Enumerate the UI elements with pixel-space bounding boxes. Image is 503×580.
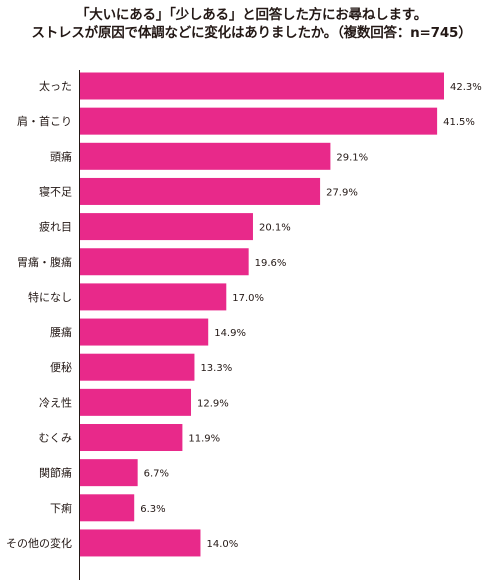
value-label-3: 29.1% — [336, 152, 368, 163]
category-label-4: 寝不足 — [39, 184, 72, 198]
category-label-10: 冷え性 — [39, 395, 72, 409]
bar-13 — [80, 494, 135, 522]
value-label-6: 19.6% — [255, 258, 287, 269]
category-label-6: 胃痛・腹痛 — [17, 255, 72, 269]
category-label-8: 腰痛 — [50, 325, 72, 339]
value-label-12: 6.7% — [144, 469, 169, 480]
value-label-14: 14.0% — [206, 539, 238, 550]
category-label-13: 下痢 — [50, 501, 72, 515]
value-label-7: 17.0% — [232, 293, 264, 304]
value-label-13: 6.3% — [140, 504, 165, 515]
value-label-8: 14.9% — [214, 328, 246, 339]
category-label-11: むくみ — [39, 432, 72, 445]
value-label-11: 11.9% — [188, 434, 220, 445]
category-label-7: 特になし — [28, 290, 72, 304]
value-label-2: 41.5% — [443, 117, 475, 128]
bar-11 — [80, 424, 183, 451]
bar-6 — [80, 248, 249, 276]
chart-title-line-1: 「大いにある」「少しある」と回答した方にお尋ねします。 — [76, 7, 427, 23]
value-label-4: 27.9% — [326, 187, 358, 198]
bar-1 — [80, 72, 444, 100]
bar-12 — [80, 459, 138, 487]
category-label-12: 関節痛 — [39, 466, 72, 480]
value-label-1: 42.3% — [450, 82, 482, 93]
category-label-1: 太った — [39, 80, 72, 93]
bar-4 — [80, 177, 321, 205]
value-label-5: 20.1% — [259, 223, 291, 234]
bars-group: 太った 42.3% 肩・首こり 41.5% 頭痛 29.1% 寝不足 27.9% 疲れ目 20.1… — [6, 72, 482, 557]
bar-14 — [80, 529, 201, 557]
category-label-3: 頭痛 — [50, 149, 72, 163]
value-label-9: 13.3% — [200, 363, 232, 374]
value-label-10: 12.9% — [197, 398, 229, 409]
category-label-2: 肩・首こり — [17, 114, 72, 128]
bar-2 — [80, 107, 438, 135]
bar-8 — [80, 318, 209, 346]
bar-7 — [80, 283, 227, 311]
bar-10 — [80, 388, 192, 416]
category-label-9: 便秘 — [50, 360, 72, 374]
bar-3 — [80, 142, 331, 170]
bar-9 — [80, 353, 195, 381]
category-label-14: その他の変化 — [6, 536, 72, 550]
category-label-5: 疲れ目 — [39, 220, 72, 234]
chart-title-line-2: ストレスが原因で体調などに変化はありましたか。（複数回答：n=745） — [31, 25, 472, 41]
bar-5 — [80, 213, 253, 241]
